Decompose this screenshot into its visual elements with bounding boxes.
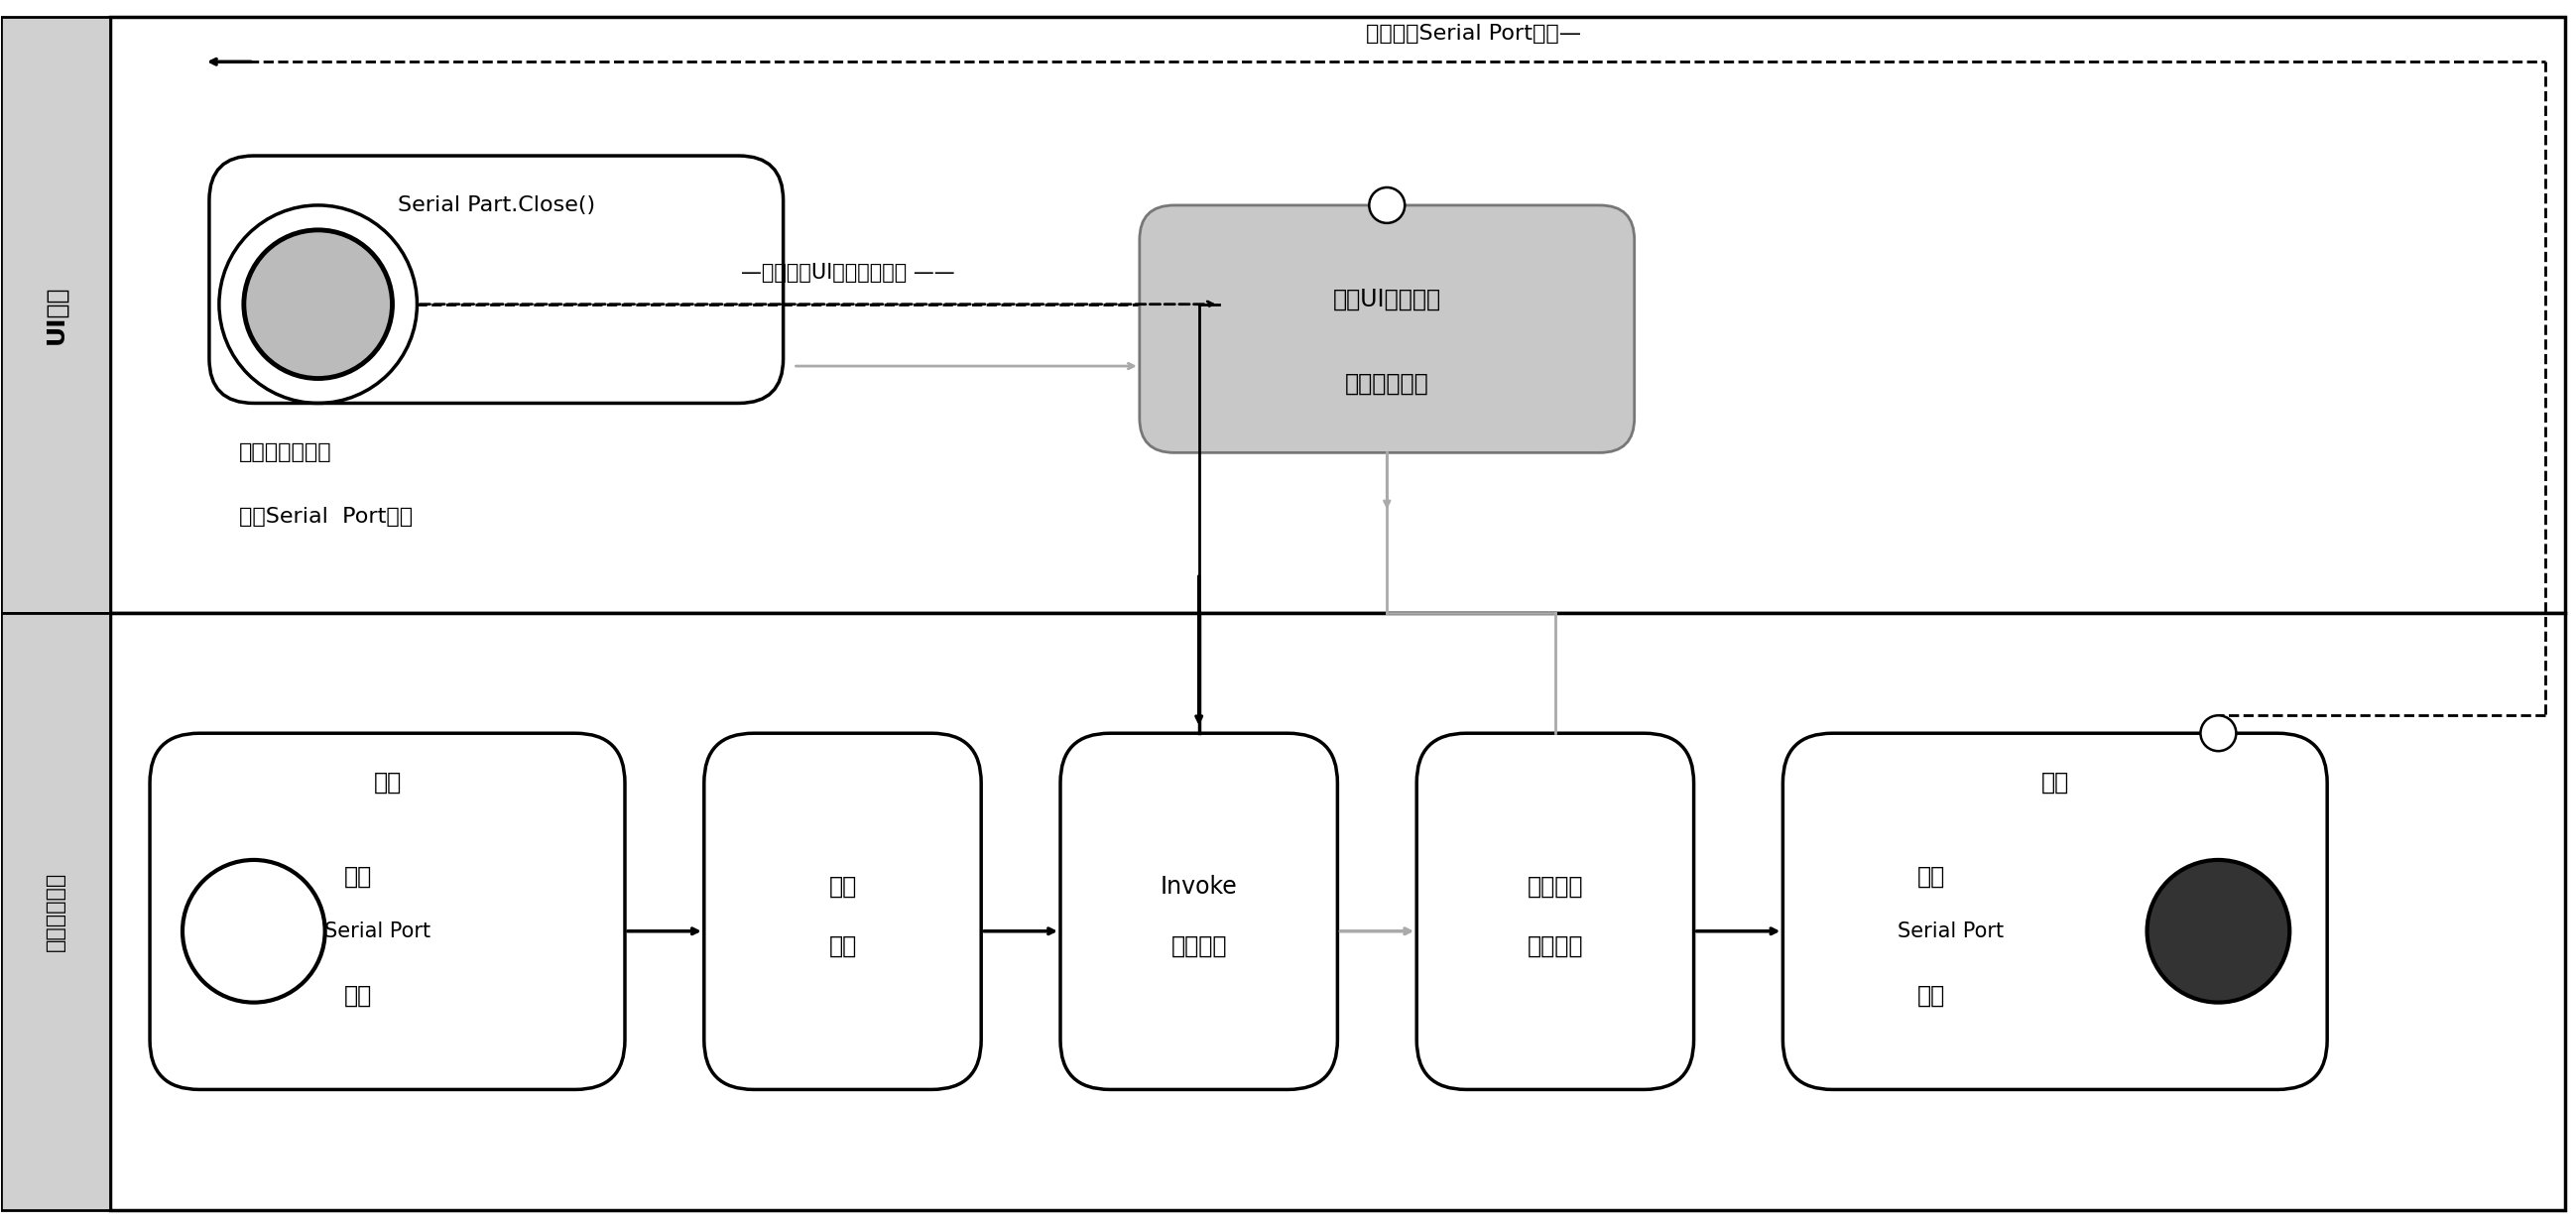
Text: 对象: 对象 (343, 983, 371, 1008)
Text: Serial Port: Serial Port (325, 921, 430, 942)
Text: 当前UI线程阵塞: 当前UI线程阵塞 (1332, 287, 1440, 311)
Text: 无法释放Serial Port占用—: 无法释放Serial Port占用— (1365, 25, 1582, 44)
Bar (3, 613, 111, 1210)
Circle shape (2200, 716, 2236, 752)
FancyBboxPatch shape (149, 733, 626, 1090)
Text: 结束: 结束 (2040, 771, 2069, 794)
Text: 等待Serial  Port释放: 等待Serial Port释放 (240, 508, 412, 527)
Text: Serial Port: Serial Port (1899, 921, 2004, 942)
Text: 等待委托: 等待委托 (1528, 874, 1584, 899)
FancyBboxPatch shape (1061, 733, 1337, 1090)
Bar (111, 17, 2566, 613)
Bar (111, 613, 2566, 1210)
Text: UI线程: UI线程 (44, 286, 67, 345)
FancyBboxPatch shape (1139, 205, 1633, 452)
Circle shape (245, 230, 392, 379)
Text: 执行完毕: 执行完毕 (1528, 934, 1584, 958)
Text: 释放: 释放 (1917, 864, 1945, 889)
FancyBboxPatch shape (209, 156, 783, 403)
Text: 无法执行委托: 无法执行委托 (1345, 371, 1430, 395)
Text: 阵塞当前线程，: 阵塞当前线程， (240, 443, 332, 462)
Text: 数据: 数据 (829, 934, 858, 958)
FancyBboxPatch shape (1783, 733, 2326, 1090)
Bar (3, 17, 111, 613)
Text: 界面委托: 界面委托 (1172, 934, 1226, 958)
Text: Invoke: Invoke (1159, 874, 1236, 899)
Circle shape (1370, 188, 1404, 223)
FancyBboxPatch shape (1417, 733, 1695, 1090)
Circle shape (183, 859, 325, 1003)
Text: 对象: 对象 (1917, 983, 1945, 1008)
Text: —阵塞后，UI所有操作休眠 ——: —阵塞后，UI所有操作休眠 —— (742, 262, 956, 282)
Text: 占用: 占用 (343, 864, 371, 889)
Text: 读取: 读取 (829, 874, 858, 899)
Text: 开始: 开始 (374, 771, 402, 794)
Text: Serial Part.Close(): Serial Part.Close() (397, 195, 595, 216)
FancyBboxPatch shape (703, 733, 981, 1090)
Text: 数据接收线程: 数据接收线程 (46, 872, 67, 951)
Circle shape (2146, 859, 2290, 1003)
